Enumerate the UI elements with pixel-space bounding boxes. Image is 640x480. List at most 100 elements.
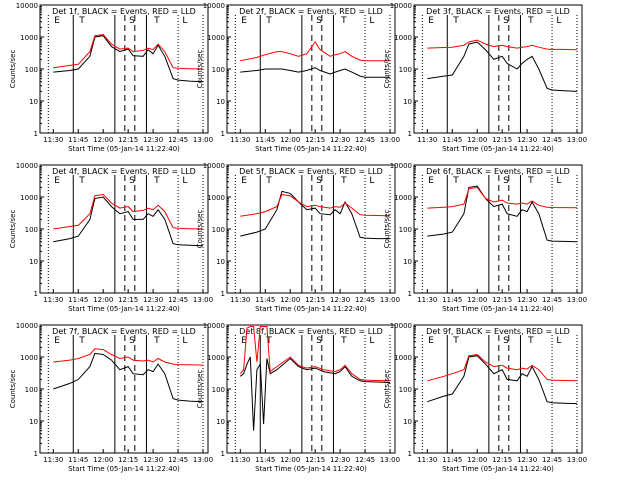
interval-marker-letter: S: [316, 336, 322, 346]
interval-marker-letter: T: [78, 16, 85, 26]
y-tick-label: 1000: [207, 34, 225, 42]
y-tick-label: 10000: [203, 2, 225, 10]
interval-marker-letter: L: [182, 16, 187, 26]
interval-marker-letter: E: [241, 336, 247, 346]
panel-title: Det 2f, BLACK = Events, RED = LLD: [239, 7, 383, 16]
interval-marker-letter: T: [153, 16, 160, 26]
y-tick-label: 1: [221, 290, 225, 298]
lld-series-line: [239, 326, 391, 382]
y-tick-label: 10: [403, 258, 412, 266]
x-tick-label: 13:00: [380, 456, 400, 464]
x-tick-label: 12:45: [168, 296, 188, 304]
x-tick-label: 12:45: [355, 456, 375, 464]
lld-series-line: [53, 348, 204, 366]
x-tick-label: 12:30: [330, 456, 350, 464]
interval-marker-letter: L: [182, 176, 187, 186]
x-tick-label: 13:00: [567, 456, 587, 464]
y-tick-label: 10: [403, 98, 412, 106]
x-axis-label: Start Time (05-Jan-14 11:22:40): [442, 465, 554, 473]
interval-marker-letter: T: [340, 176, 347, 186]
y-tick-label: 1000: [20, 354, 38, 362]
x-tick-label: 12:45: [168, 456, 188, 464]
interval-marker-letter: T: [153, 336, 160, 346]
x-tick-label: 11:45: [442, 456, 462, 464]
x-tick-label: 13:00: [380, 136, 400, 144]
x-axis-label: Start Time (05-Jan-14 11:22:40): [442, 305, 554, 313]
y-tick-label: 10: [403, 418, 412, 426]
x-tick-label: 12:45: [542, 296, 562, 304]
x-tick-label: 11:45: [68, 296, 88, 304]
lld-series-line: [427, 186, 578, 209]
y-axis-label: Counts/sec: [383, 210, 391, 249]
interval-marker-letter: T: [340, 16, 347, 26]
y-tick-label: 10000: [16, 162, 38, 170]
y-tick-label: 100: [25, 226, 38, 234]
interval-marker-letter: T: [153, 176, 160, 186]
panel-title: Det 8f, BLACK = Events, RED = LLD: [239, 327, 383, 336]
lld-series-line: [53, 33, 204, 70]
x-tick-label: 12:45: [542, 456, 562, 464]
interval-marker-letter: L: [369, 176, 374, 186]
interval-marker-letter: S: [129, 336, 135, 346]
events-series-line: [240, 67, 390, 78]
interval-marker-letter: S: [503, 16, 509, 26]
events-series-line: [53, 352, 204, 403]
x-tick-label: 11:45: [68, 136, 88, 144]
events-series-line: [53, 35, 204, 83]
x-tick-label: 12:15: [492, 136, 512, 144]
interval-marker-letter: T: [527, 336, 534, 346]
y-tick-label: 100: [25, 66, 38, 74]
panel-title: Det 3f, BLACK = Events, RED = LLD: [426, 7, 570, 16]
events-series-line: [427, 185, 578, 243]
y-tick-label: 10000: [203, 322, 225, 330]
x-axis-label: Start Time (05-Jan-14 11:22:40): [68, 145, 180, 153]
x-axis-label: Start Time (05-Jan-14 11:22:40): [68, 305, 180, 313]
y-tick-label: 100: [212, 66, 225, 74]
y-tick-label: 1: [408, 130, 412, 138]
x-tick-label: 12:00: [93, 136, 113, 144]
x-axis-label: Start Time (05-Jan-14 11:22:40): [255, 305, 367, 313]
x-tick-label: 12:00: [280, 456, 300, 464]
panel-title: Det 5f, BLACK = Events, RED = LLD: [239, 167, 383, 176]
x-tick-label: 12:00: [467, 136, 487, 144]
x-tick-label: 13:00: [567, 136, 587, 144]
lld-series-line: [240, 41, 390, 62]
lld-series-line: [240, 193, 391, 217]
x-tick-label: 12:00: [280, 136, 300, 144]
y-tick-label: 10000: [390, 162, 412, 170]
x-axis-label: Start Time (05-Jan-14 11:22:40): [255, 145, 367, 153]
interval-marker-letter: T: [78, 176, 85, 186]
y-tick-label: 100: [399, 66, 412, 74]
y-tick-label: 10000: [390, 2, 412, 10]
x-tick-label: 11:45: [68, 456, 88, 464]
x-tick-label: 12:45: [355, 136, 375, 144]
y-axis-label: Counts/sec: [9, 210, 17, 249]
y-tick-label: 1000: [20, 194, 38, 202]
x-tick-label: 13:00: [193, 456, 213, 464]
y-axis-label: Counts/sec: [9, 370, 17, 409]
interval-marker-letter: L: [556, 16, 561, 26]
panel-title: Det 4f, BLACK = Events, RED = LLD: [52, 167, 196, 176]
x-tick-label: 12:45: [168, 136, 188, 144]
x-tick-label: 12:00: [280, 296, 300, 304]
x-tick-label: 12:45: [355, 296, 375, 304]
x-tick-label: 11:30: [43, 456, 63, 464]
panel-title: Det 6f, BLACK = Events, RED = LLD: [426, 167, 570, 176]
interval-marker-letter: T: [265, 176, 272, 186]
interval-marker-letter: L: [182, 336, 187, 346]
y-tick-label: 100: [212, 386, 225, 394]
x-tick-label: 12:15: [305, 136, 325, 144]
events-series-line: [427, 355, 578, 405]
interval-marker-letter: E: [54, 336, 60, 346]
y-tick-label: 1: [408, 450, 412, 458]
y-tick-label: 10: [29, 98, 38, 106]
interval-marker-letter: T: [527, 16, 534, 26]
interval-marker-letter: E: [428, 176, 434, 186]
events-series-line: [240, 190, 390, 240]
y-tick-label: 1000: [394, 194, 412, 202]
x-tick-label: 13:00: [380, 296, 400, 304]
